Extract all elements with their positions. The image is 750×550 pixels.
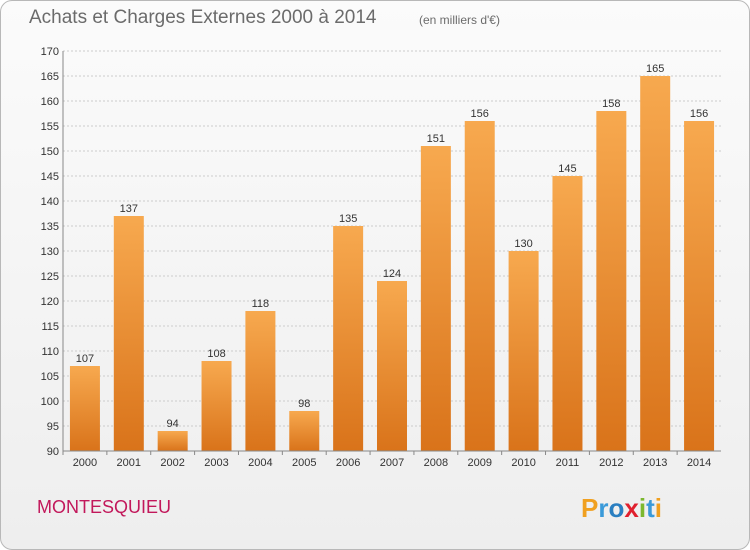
bars [69,76,715,451]
x-tick-label-2007: 2007 [380,457,404,469]
x-tick-label-2010: 2010 [511,457,535,469]
chart-subtitle: (en milliers d'€) [419,13,500,27]
x-tick-label-2004: 2004 [248,457,272,469]
y-tick-label: 110 [41,346,59,358]
data-label-2010: 130 [514,238,532,250]
data-label-2008: 151 [427,133,445,145]
data-label-2003: 108 [207,348,225,360]
x-tick-label-2003: 2003 [204,457,228,469]
y-tick-label: 135 [41,221,59,233]
x-tick-label-2002: 2002 [160,457,184,469]
y-tick-label: 155 [41,121,59,133]
x-tick-label-2006: 2006 [336,457,360,469]
x-tick-label-2011: 2011 [556,457,580,469]
data-label-2012: 158 [602,98,620,110]
y-tick-label: 105 [41,371,59,383]
y-tick-label: 145 [41,171,59,183]
data-label-2014: 156 [690,108,708,120]
y-tick-label: 125 [41,271,59,283]
data-label-2001: 137 [120,203,138,215]
data-label-2000: 107 [76,353,94,365]
x-tick-label-2013: 2013 [643,457,667,469]
x-tick-label-2008: 2008 [424,457,448,469]
x-tick-label-2000: 2000 [73,457,97,469]
bar-2008 [420,146,451,451]
bar-2010 [508,251,539,451]
bar-2001 [113,216,144,451]
data-label-2007: 124 [383,268,401,280]
y-tick-label: 120 [41,296,59,308]
y-tick-label: 115 [41,321,59,333]
data-label-2013: 165 [646,63,664,75]
chart-title: Achats et Charges Externes 2000 à 2014 [29,7,377,28]
bar-2011 [552,176,583,451]
x-tick-labels: 2000 2001 2002 2003 2004 2005 2006 2007 2008 2009… [62,451,711,469]
y-tick-label: 90 [47,446,59,458]
bar-2003 [201,361,232,451]
bar-2002 [157,431,188,451]
x-tick-label-2005: 2005 [292,457,316,469]
y-tick-label: 130 [41,246,59,258]
y-tick-label: 140 [41,196,59,208]
x-tick-label-2012: 2012 [599,457,623,469]
x-tick-label-2001: 2001 [117,457,141,469]
bar-2004 [245,311,276,451]
data-label-2006: 135 [339,213,357,225]
bar-2006 [333,226,364,451]
proxiti-logo: Proxiti [581,493,662,523]
data-label-2009: 156 [471,108,489,120]
y-tick-label: 170 [41,46,59,58]
bar-2014 [684,121,715,451]
data-label-2005: 98 [298,398,310,410]
x-tick-label-2009: 2009 [467,457,491,469]
data-label-2011: 145 [558,163,576,175]
bar-2005 [289,411,320,451]
y-tick-label: 160 [41,96,59,108]
data-label-2004: 118 [252,298,270,310]
data-labels: 107 137 94 108 118 98 135 124 151 156 130 145 158 165… [76,63,708,430]
x-tick-label-2014: 2014 [687,457,711,469]
y-tick-label: 150 [41,146,59,158]
city-name: MONTESQUIEU [37,497,172,517]
svg-text:Proxiti: Proxiti [581,493,662,523]
y-tick-label: 95 [47,421,59,433]
y-tick-label: 100 [41,396,59,408]
bar-2009 [464,121,495,451]
bar-2007 [377,281,407,451]
bar-2000 [69,366,100,451]
y-tick-labels: 90 95 100 105 110 115 120 125 130 135 140 145 150 155… [41,46,59,458]
bar-2012 [596,111,627,451]
bar-2013 [640,76,671,451]
data-label-2002: 94 [167,418,179,430]
y-tick-label: 165 [41,71,59,83]
